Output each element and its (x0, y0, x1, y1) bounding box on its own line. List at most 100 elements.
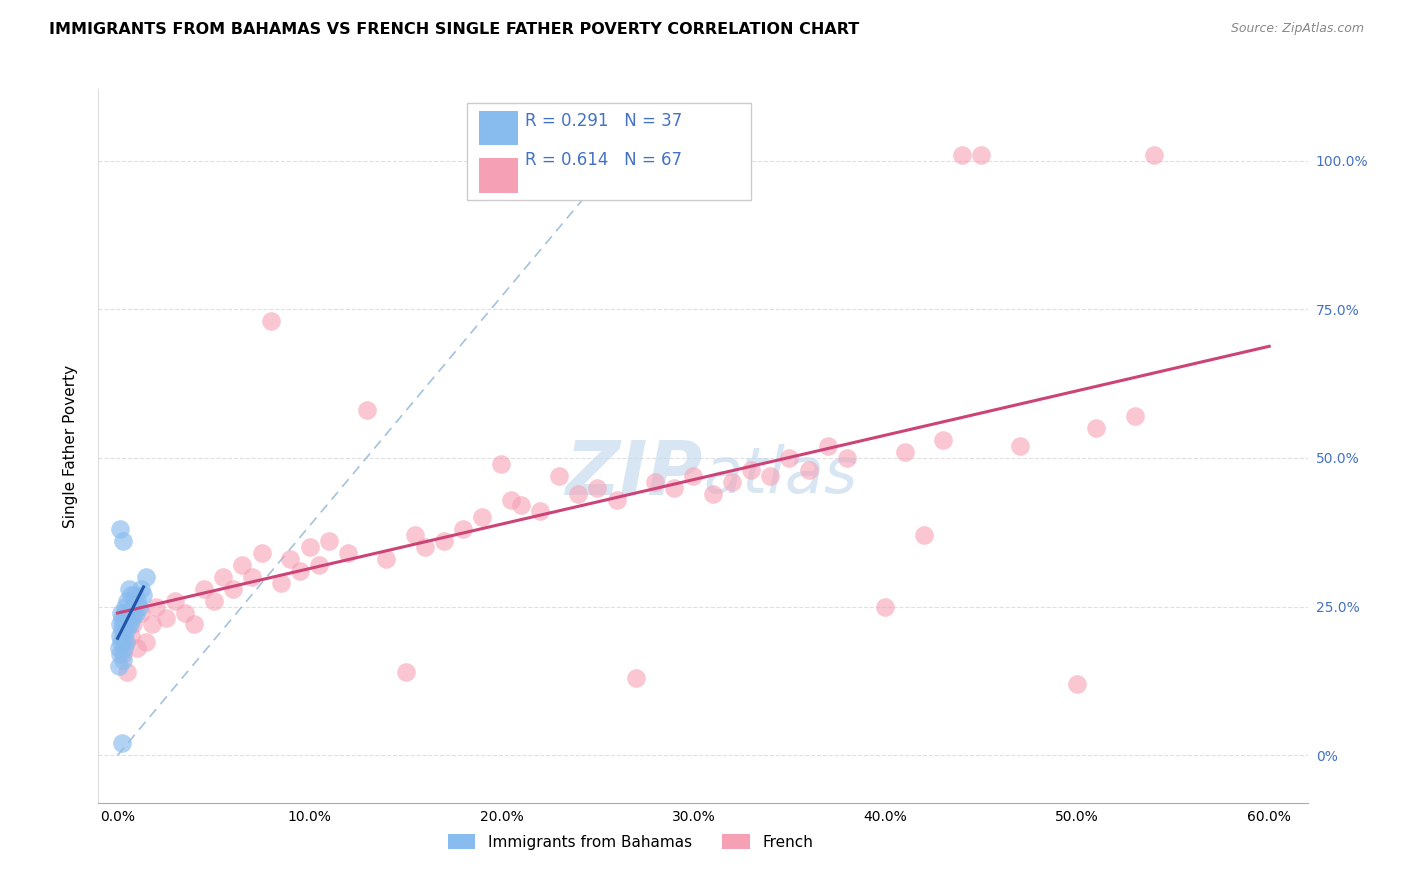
Point (318, 534, 340, 549)
Point (491, 457, 513, 471)
Point (115, 611, 138, 625)
Point (111, 624, 134, 638)
Point (120, 588, 142, 602)
Point (797, 463, 820, 477)
Point (356, 403, 378, 417)
Point (112, 629, 135, 643)
Point (1008, 439, 1031, 453)
Point (682, 468, 704, 483)
Point (835, 450, 858, 465)
Point (120, 629, 142, 643)
Point (260, 314, 283, 328)
Point (115, 593, 138, 607)
Point (135, 570, 157, 584)
Point (128, 599, 150, 614)
Point (115, 665, 138, 679)
Point (912, 528, 935, 542)
Y-axis label: Single Father Poverty: Single Father Poverty (63, 365, 77, 527)
Point (759, 468, 782, 483)
Point (509, 499, 531, 513)
Point (114, 624, 136, 638)
Point (114, 599, 136, 614)
Point (141, 617, 163, 632)
Point (451, 522, 474, 536)
Point (932, 433, 955, 447)
Point (108, 641, 131, 656)
Point (893, 445, 915, 459)
Point (115, 635, 138, 649)
Point (110, 522, 132, 536)
Point (112, 617, 135, 632)
Point (108, 629, 131, 643)
Point (124, 588, 146, 602)
FancyBboxPatch shape (467, 103, 751, 200)
Point (114, 606, 136, 620)
Point (970, 147, 993, 161)
Point (131, 588, 153, 602)
Point (118, 582, 141, 596)
Point (110, 647, 132, 661)
Point (111, 653, 134, 667)
Point (183, 617, 205, 632)
Point (122, 617, 145, 632)
Point (288, 564, 311, 578)
Point (624, 671, 647, 685)
Point (606, 492, 628, 507)
Point (644, 475, 666, 489)
Point (586, 481, 609, 495)
Text: ZIP: ZIP (565, 438, 703, 511)
Text: atlas: atlas (703, 443, 858, 506)
Point (740, 463, 762, 477)
Point (122, 606, 145, 620)
Point (111, 611, 134, 625)
Point (875, 599, 897, 614)
Point (336, 546, 359, 560)
Legend: Immigrants from Bahamas, French: Immigrants from Bahamas, French (441, 828, 820, 855)
Point (404, 528, 426, 542)
Point (664, 481, 686, 495)
Text: IMMIGRANTS FROM BAHAMAS VS FRENCH SINGLE FATHER POVERTY CORRELATION CHART: IMMIGRANTS FROM BAHAMAS VS FRENCH SINGLE… (49, 22, 859, 37)
Point (112, 647, 135, 661)
Point (125, 593, 148, 607)
Point (1066, 677, 1088, 691)
Point (529, 504, 551, 518)
Point (111, 736, 134, 750)
Text: R = 0.291   N = 37: R = 0.291 N = 37 (526, 112, 682, 130)
Point (145, 599, 167, 614)
Point (499, 492, 522, 507)
Point (112, 534, 135, 549)
Point (1143, 147, 1166, 161)
Text: R = 0.614   N = 67: R = 0.614 N = 67 (526, 152, 682, 169)
Point (950, 147, 973, 161)
Point (110, 606, 132, 620)
Point (108, 617, 131, 632)
FancyBboxPatch shape (479, 111, 517, 145)
Point (720, 475, 742, 489)
Point (250, 546, 273, 560)
Point (110, 635, 132, 649)
Point (193, 582, 215, 596)
Point (165, 593, 187, 607)
Text: Source: ZipAtlas.com: Source: ZipAtlas.com (1230, 22, 1364, 36)
Point (122, 599, 145, 614)
Point (173, 606, 195, 620)
Point (270, 575, 292, 590)
Point (112, 641, 135, 656)
Point (222, 582, 245, 596)
Point (375, 552, 398, 566)
Point (240, 570, 263, 584)
Point (567, 486, 589, 500)
Point (202, 593, 225, 607)
Point (129, 582, 152, 596)
Point (471, 510, 494, 524)
Point (125, 641, 148, 656)
Point (394, 665, 416, 679)
Point (817, 439, 839, 453)
Point (1123, 409, 1146, 424)
Point (1085, 421, 1108, 435)
Point (117, 617, 139, 632)
Point (120, 617, 142, 632)
Point (129, 606, 152, 620)
Point (121, 611, 143, 625)
Point (135, 635, 157, 649)
